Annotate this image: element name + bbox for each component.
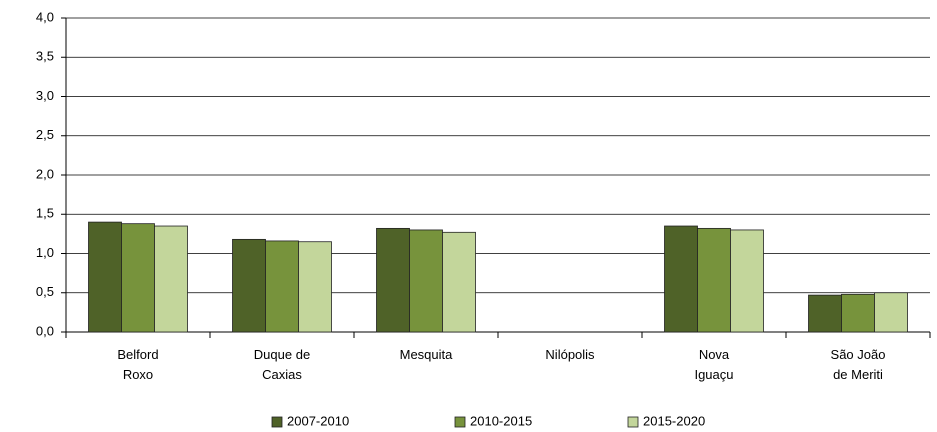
- x-tick-label: Nilópolis: [545, 347, 595, 362]
- x-tick-label: Duque de Caxias: [254, 347, 310, 382]
- bar: [376, 227, 410, 333]
- y-tick-label: 1,0: [36, 245, 54, 260]
- x-tick-label: Nova Iguaçu: [694, 347, 733, 382]
- bar: [88, 221, 122, 333]
- bar: [664, 225, 698, 333]
- x-tick-label: Mesquita: [400, 347, 454, 362]
- y-tick-label: 0,5: [36, 284, 54, 299]
- y-tick-label: 1,5: [36, 206, 54, 221]
- bar: [808, 294, 842, 333]
- bar: [874, 292, 908, 333]
- bar: [409, 229, 443, 333]
- legend-swatch: [271, 416, 283, 428]
- bar: [265, 240, 299, 333]
- bar: [298, 241, 332, 333]
- x-tick-label: São João de Meriti: [831, 347, 886, 382]
- y-tick-label: 4,0: [36, 9, 54, 24]
- y-tick-label: 3,0: [36, 88, 54, 103]
- y-tick-label: 2,0: [36, 166, 54, 181]
- y-tick-label: 2,5: [36, 127, 54, 142]
- bar: [154, 225, 188, 333]
- legend-swatch: [454, 416, 466, 428]
- legend-label: 2010-2015: [470, 413, 532, 428]
- bar: [121, 223, 155, 333]
- bar: [841, 293, 875, 333]
- legend-label: 2015-2020: [643, 413, 705, 428]
- legend-swatch: [627, 416, 639, 428]
- legend-label: 2007-2010: [287, 413, 349, 428]
- bar: [730, 229, 764, 333]
- y-tick-label: 3,5: [36, 49, 54, 64]
- x-tick-label: Belford Roxo: [117, 347, 158, 382]
- bar: [232, 238, 266, 333]
- bar: [697, 227, 731, 333]
- bar: [442, 231, 476, 333]
- y-tick-label: 0,0: [36, 323, 54, 338]
